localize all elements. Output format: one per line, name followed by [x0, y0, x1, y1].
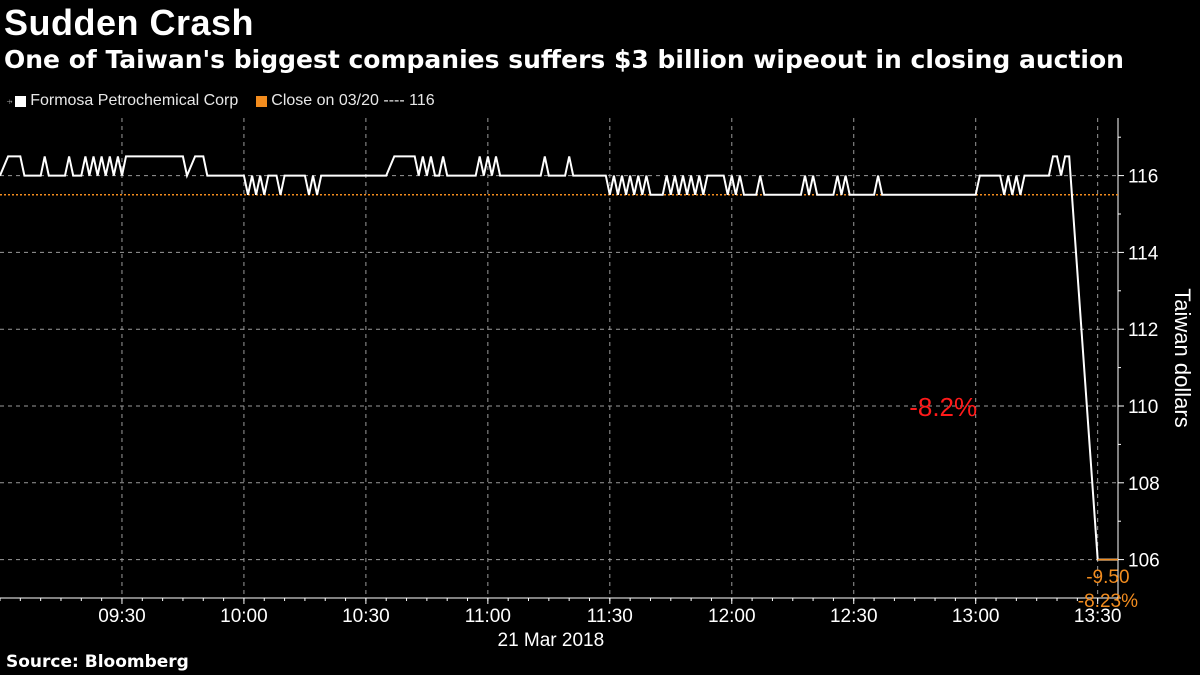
legend-item-close: Close on 03/20 ---- 116 — [256, 92, 435, 110]
legend-label-close: Close on 03/20 ---- 116 — [271, 92, 435, 109]
change-percent-annotation: -8.2% — [909, 392, 977, 422]
y-tick-label: 116 — [1128, 167, 1158, 188]
x-tick-label: 09:30 — [98, 606, 146, 627]
legend-swatch-close — [256, 95, 268, 107]
price-series-line — [0, 155, 1118, 561]
change-pct-label: -8.23% — [1078, 591, 1138, 612]
x-tick-label: 12:00 — [708, 606, 756, 627]
legend-item-price: ⍆ Formosa Petrochemical Corp — [6, 92, 238, 110]
y-tick-label: 114 — [1128, 243, 1159, 264]
y-tick-label: 108 — [1128, 474, 1160, 495]
x-axis-date-label: 21 Mar 2018 — [498, 630, 605, 651]
x-tick-label: 11:00 — [465, 606, 511, 627]
legend-label-price: Formosa Petrochemical Corp — [30, 92, 239, 109]
chart-title: Sudden Crash — [4, 2, 255, 43]
chart-labels: 106 108 110 112 114 116 09:30 10:00 10:30 11:00 11… — [98, 167, 1195, 651]
source-note: Source: Bloomberg — [6, 652, 189, 672]
y-tick-label: 112 — [1128, 320, 1158, 341]
x-tick-label: 10:30 — [342, 606, 390, 627]
y-tick-label: 106 — [1128, 551, 1160, 572]
legend-swatch-price — [15, 95, 27, 107]
axes — [0, 118, 1124, 604]
change-value-label: -9.50 — [1086, 567, 1129, 588]
y-tick-label: 110 — [1128, 397, 1158, 418]
x-tick-label: 13:00 — [952, 606, 1000, 627]
x-tick-label: 13:30 — [1074, 606, 1122, 627]
chart-marks — [0, 155, 1118, 561]
grid-lines — [0, 118, 1118, 598]
x-tick-label: 10:00 — [220, 606, 268, 627]
legend-marker-icon: ⍆ — [6, 93, 14, 108]
chart-subtitle: One of Taiwan's biggest companies suffer… — [4, 45, 1124, 74]
y-axis-title: Taiwan dollars — [1170, 288, 1195, 427]
legend: ⍆ Formosa Petrochemical Corp Close on 03… — [6, 92, 453, 110]
x-tick-label: 12:30 — [830, 606, 878, 627]
x-tick-label: 11:30 — [587, 606, 633, 627]
